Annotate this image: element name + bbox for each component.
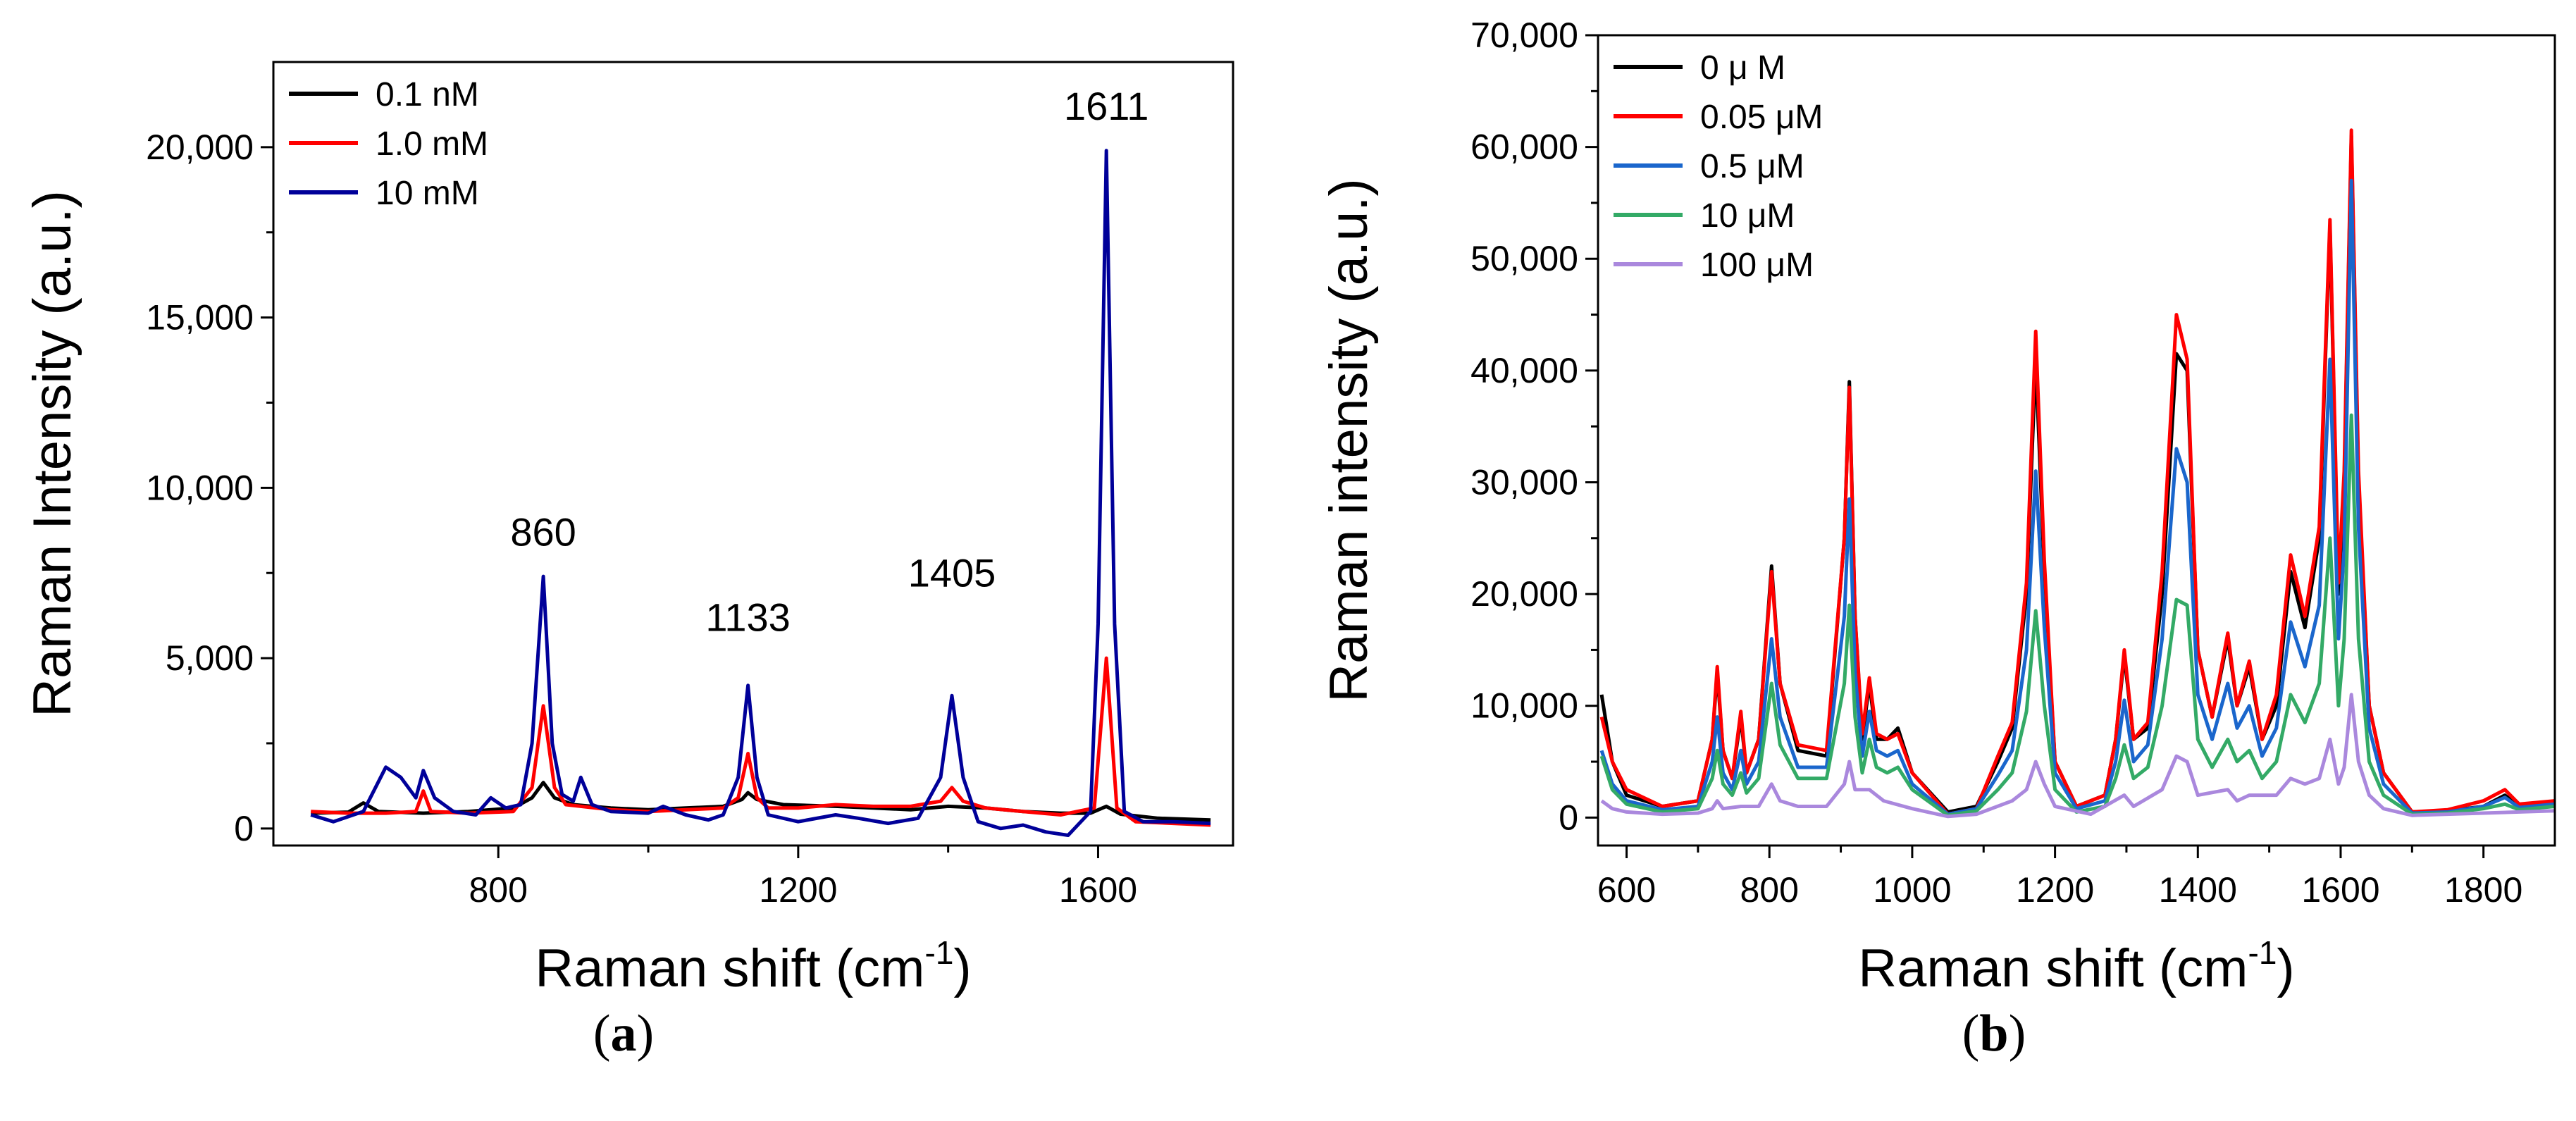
y-tick-label: 40,000 [1470,351,1578,390]
x-tick-label: 800 [1740,870,1799,910]
y-tick-label: 10,000 [1470,686,1578,726]
legend-label: 0.5 μM [1700,148,1804,185]
panel-label-a: (a) [593,1005,655,1063]
chart-b: 600 800 1000 1200 1400 1600 1800 0 10,000 20,000 3… [1319,16,2556,998]
legend: 0 μ M 0.05 μM 0.5 μM 10 μM 100 μM [1614,49,1823,284]
plot-frame [1597,34,2556,847]
y-tick-label: 20,000 [1470,574,1578,614]
legend-label: 100 μM [1700,247,1814,284]
y-tick-label: 5,000 [166,638,254,678]
legend-label: 0 μ M [1700,49,1785,87]
legend-label: 1.0 mM [376,125,488,163]
x-tick-label: 1000 [1873,870,1951,910]
x-tick-label: 1800 [2444,870,2522,910]
y-tick-label: 10,000 [146,468,254,507]
y-tick-label: 15,000 [146,298,254,337]
x-axis-label: Raman shift (cm-1) [1858,934,2294,998]
legend-label: 0.1 nM [376,76,479,113]
legend-label: 10 μM [1700,197,1795,235]
x-axis-label: Raman shift (cm-1) [535,934,971,998]
series-line-1 [311,656,1211,827]
y-tick-label: 50,000 [1470,239,1578,278]
y-tick-label: 30,000 [1470,462,1578,502]
x-tick-label: 1200 [2016,870,2094,910]
series-line-4 [1600,693,2555,819]
x-tick-label: 800 [469,870,528,910]
peak-annotation: 1405 [908,551,996,595]
series-line-2 [1599,178,2555,817]
y-tick-label: 0 [234,809,254,848]
y-tick-label: 0 [1559,798,1578,837]
plot-frame [272,61,1234,847]
x-tick-label: 1200 [759,870,837,910]
series-line-0 [1599,134,2555,814]
y-tick-label: 20,000 [146,128,254,167]
y-axis-label: Raman intensity (a.u.) [1319,178,1379,702]
peak-annotation: 1611 [1064,84,1148,128]
legend-label: 0.05 μM [1700,99,1823,136]
x-tick-label: 600 [1597,870,1656,910]
x-tick-label: 1600 [2301,870,2379,910]
x-tick-label: 1600 [1059,870,1137,910]
panel-label-b: (b) [1962,1005,2026,1063]
x-tick-label: 1400 [2159,870,2237,910]
series-line-2 [310,149,1211,837]
y-tick-label: 70,000 [1470,16,1578,55]
chart-a: 800 1200 1600 0 5,000 10,000 15,000 20,000 Raman… [23,61,1234,998]
peak-annotation: 860 [510,510,576,555]
y-axis-label: Raman Intensity (a.u.) [23,190,82,717]
legend-label: 10 mM [376,175,479,212]
y-tick-label: 60,000 [1470,128,1578,167]
series-line-3 [1599,413,2555,817]
legend: 0.1 nM 1.0 mM 10 mM [289,76,488,212]
peak-annotation: 1133 [705,595,790,639]
